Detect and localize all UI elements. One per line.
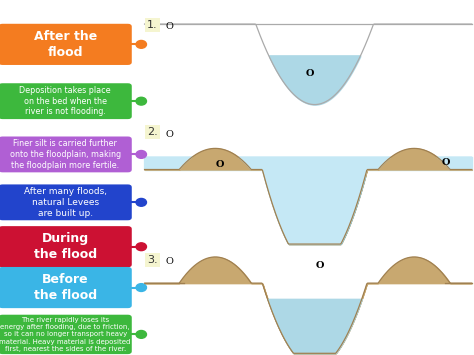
Text: After many floods,
natural Levees
are built up.: After many floods, natural Levees are bu… xyxy=(24,187,107,218)
Circle shape xyxy=(136,40,146,48)
Text: Deposition takes place
on the bed when the
river is not flooding.: Deposition takes place on the bed when t… xyxy=(19,86,111,116)
Circle shape xyxy=(136,243,146,251)
FancyBboxPatch shape xyxy=(0,24,132,65)
Circle shape xyxy=(136,331,146,338)
Text: O: O xyxy=(166,130,174,139)
Text: Finer silt is carried further
onto the floodplain, making
the floodplain more fe: Finer silt is carried further onto the f… xyxy=(9,139,121,170)
Text: Before
the flood: Before the flood xyxy=(34,273,97,302)
Text: O: O xyxy=(216,160,224,169)
Text: The river rapidly loses its
energy after flooding, due to friction,
so it can no: The river rapidly loses its energy after… xyxy=(0,317,131,352)
Text: 1.: 1. xyxy=(147,20,157,29)
FancyBboxPatch shape xyxy=(0,137,132,173)
FancyBboxPatch shape xyxy=(0,83,132,119)
Text: 3.: 3. xyxy=(147,255,157,265)
Circle shape xyxy=(136,97,146,105)
Text: O: O xyxy=(315,262,324,271)
Text: O: O xyxy=(441,158,450,166)
FancyBboxPatch shape xyxy=(0,267,132,308)
Circle shape xyxy=(136,284,146,291)
Text: O: O xyxy=(306,69,314,77)
FancyBboxPatch shape xyxy=(0,184,132,220)
FancyBboxPatch shape xyxy=(0,226,132,267)
Text: O: O xyxy=(166,257,174,267)
Text: 2.: 2. xyxy=(147,127,158,137)
Text: O: O xyxy=(166,22,174,31)
Text: During
the flood: During the flood xyxy=(34,233,97,261)
Circle shape xyxy=(136,151,146,158)
Circle shape xyxy=(136,198,146,206)
FancyBboxPatch shape xyxy=(0,315,132,354)
Text: After the
flood: After the flood xyxy=(34,30,97,59)
